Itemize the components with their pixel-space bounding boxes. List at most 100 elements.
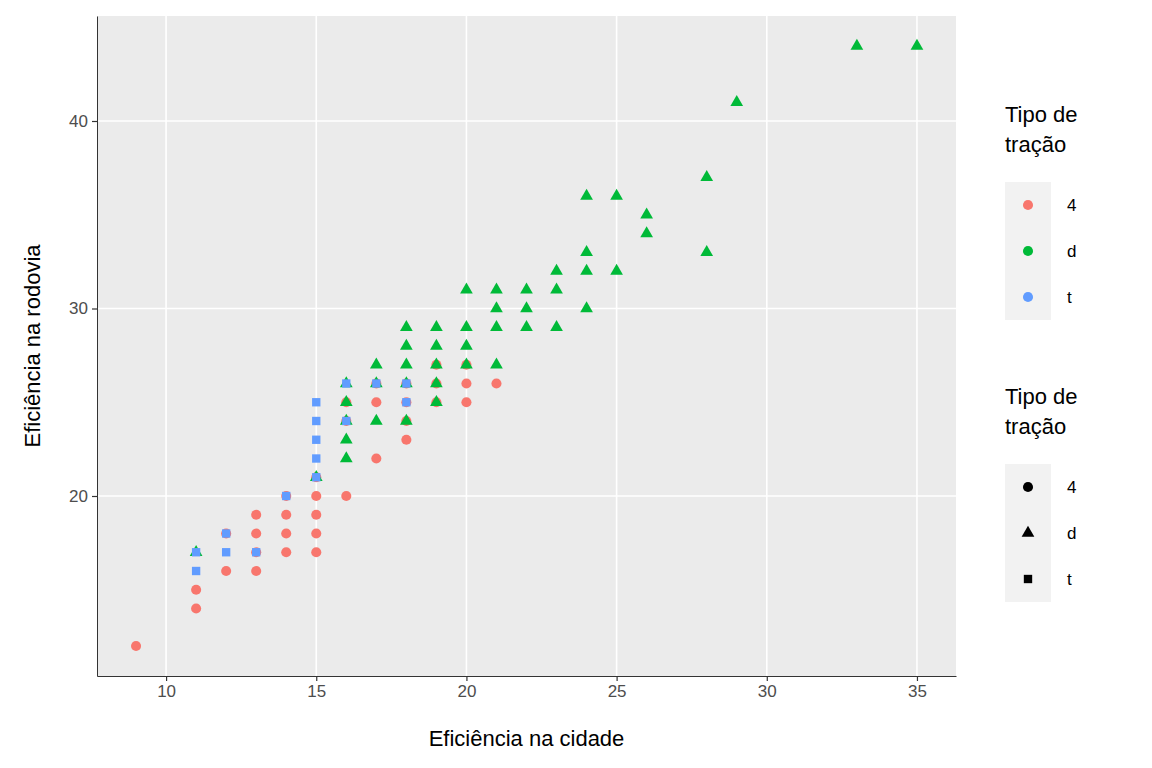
point [251, 547, 261, 557]
legend-symbol [1023, 482, 1033, 492]
tick: 15 [307, 676, 326, 701]
legend-symbol [1024, 575, 1032, 583]
tick-label: 25 [608, 682, 627, 701]
point [282, 492, 290, 500]
point [371, 378, 381, 388]
point [430, 395, 443, 406]
point [312, 436, 320, 444]
point [340, 395, 353, 406]
legend-title-line: Tipo de [1005, 384, 1078, 409]
point [312, 454, 320, 462]
grid-line-y [97, 495, 956, 497]
point [400, 414, 413, 425]
legend-title: Tipo detração [1005, 384, 1078, 439]
points [131, 39, 923, 651]
legend-label: d [1067, 524, 1076, 543]
point [460, 357, 473, 368]
point [341, 416, 351, 426]
legend-symbol [1022, 526, 1035, 537]
point [402, 398, 410, 406]
tick-mark [166, 676, 167, 681]
point [281, 528, 291, 538]
legend-key [1005, 510, 1051, 556]
point [370, 414, 383, 425]
x-axis: 101520253035 [98, 676, 957, 701]
point [520, 320, 533, 331]
axis-line [98, 676, 957, 677]
point [191, 585, 201, 595]
legend-label: t [1067, 570, 1072, 589]
point [402, 379, 410, 387]
tick: 20 [69, 487, 97, 506]
tick-mark [316, 676, 317, 681]
point [580, 189, 593, 200]
tick-label: 20 [69, 487, 88, 506]
legend-key [1005, 228, 1051, 274]
legend-key [1005, 464, 1051, 510]
point [640, 226, 653, 237]
point [311, 472, 321, 482]
point [430, 376, 443, 387]
tick: 40 [69, 112, 97, 131]
legend-label: 4 [1067, 196, 1076, 215]
grid-line-y [97, 120, 956, 122]
point [340, 432, 353, 443]
point [311, 528, 321, 538]
point [580, 264, 593, 275]
legend-symbol [1023, 292, 1033, 302]
tick: 30 [69, 299, 97, 318]
point [490, 320, 503, 331]
point [580, 245, 593, 256]
tick-label: 30 [69, 299, 88, 318]
point [371, 453, 381, 463]
point [610, 189, 623, 200]
tick-mark [92, 308, 97, 309]
grid [97, 16, 956, 676]
point [192, 567, 200, 575]
tick: 30 [758, 676, 777, 701]
tick-mark [92, 121, 97, 122]
point [461, 397, 471, 407]
point [310, 470, 323, 481]
point [312, 417, 320, 425]
x-axis-title: Eficiência na cidade [429, 726, 625, 751]
point [311, 510, 321, 520]
tick-label: 35 [908, 682, 927, 701]
tick-label: 30 [758, 682, 777, 701]
point [400, 357, 413, 368]
point [222, 548, 230, 556]
point [311, 491, 321, 501]
point [251, 528, 261, 538]
point [610, 264, 623, 275]
point [342, 379, 350, 387]
point [342, 417, 350, 425]
point [430, 357, 443, 368]
point [370, 376, 383, 387]
point [460, 282, 473, 293]
legend-title-line: tração [1005, 132, 1066, 157]
point [340, 451, 353, 462]
point [312, 398, 320, 406]
tick: 20 [457, 676, 476, 701]
point [401, 397, 411, 407]
y-axis-title: Eficiência na rodovia [20, 244, 45, 448]
legend-key [1005, 274, 1051, 320]
legend-symbol [1023, 246, 1033, 256]
legend: Tipo detração4dt [1005, 102, 1078, 320]
point [251, 566, 261, 576]
tick: 35 [908, 676, 927, 701]
point [192, 548, 200, 556]
point [311, 547, 321, 557]
point [700, 245, 713, 256]
point [191, 603, 201, 613]
y-axis: 20 30 40 [69, 17, 97, 677]
tick-mark [767, 676, 768, 681]
legend: Tipo detração4dt [1005, 384, 1078, 602]
point [700, 170, 713, 181]
point [520, 301, 533, 312]
grid-line-x [315, 16, 317, 676]
point [430, 320, 443, 331]
point [131, 641, 141, 651]
legend-label: d [1067, 242, 1076, 261]
point [340, 414, 353, 425]
